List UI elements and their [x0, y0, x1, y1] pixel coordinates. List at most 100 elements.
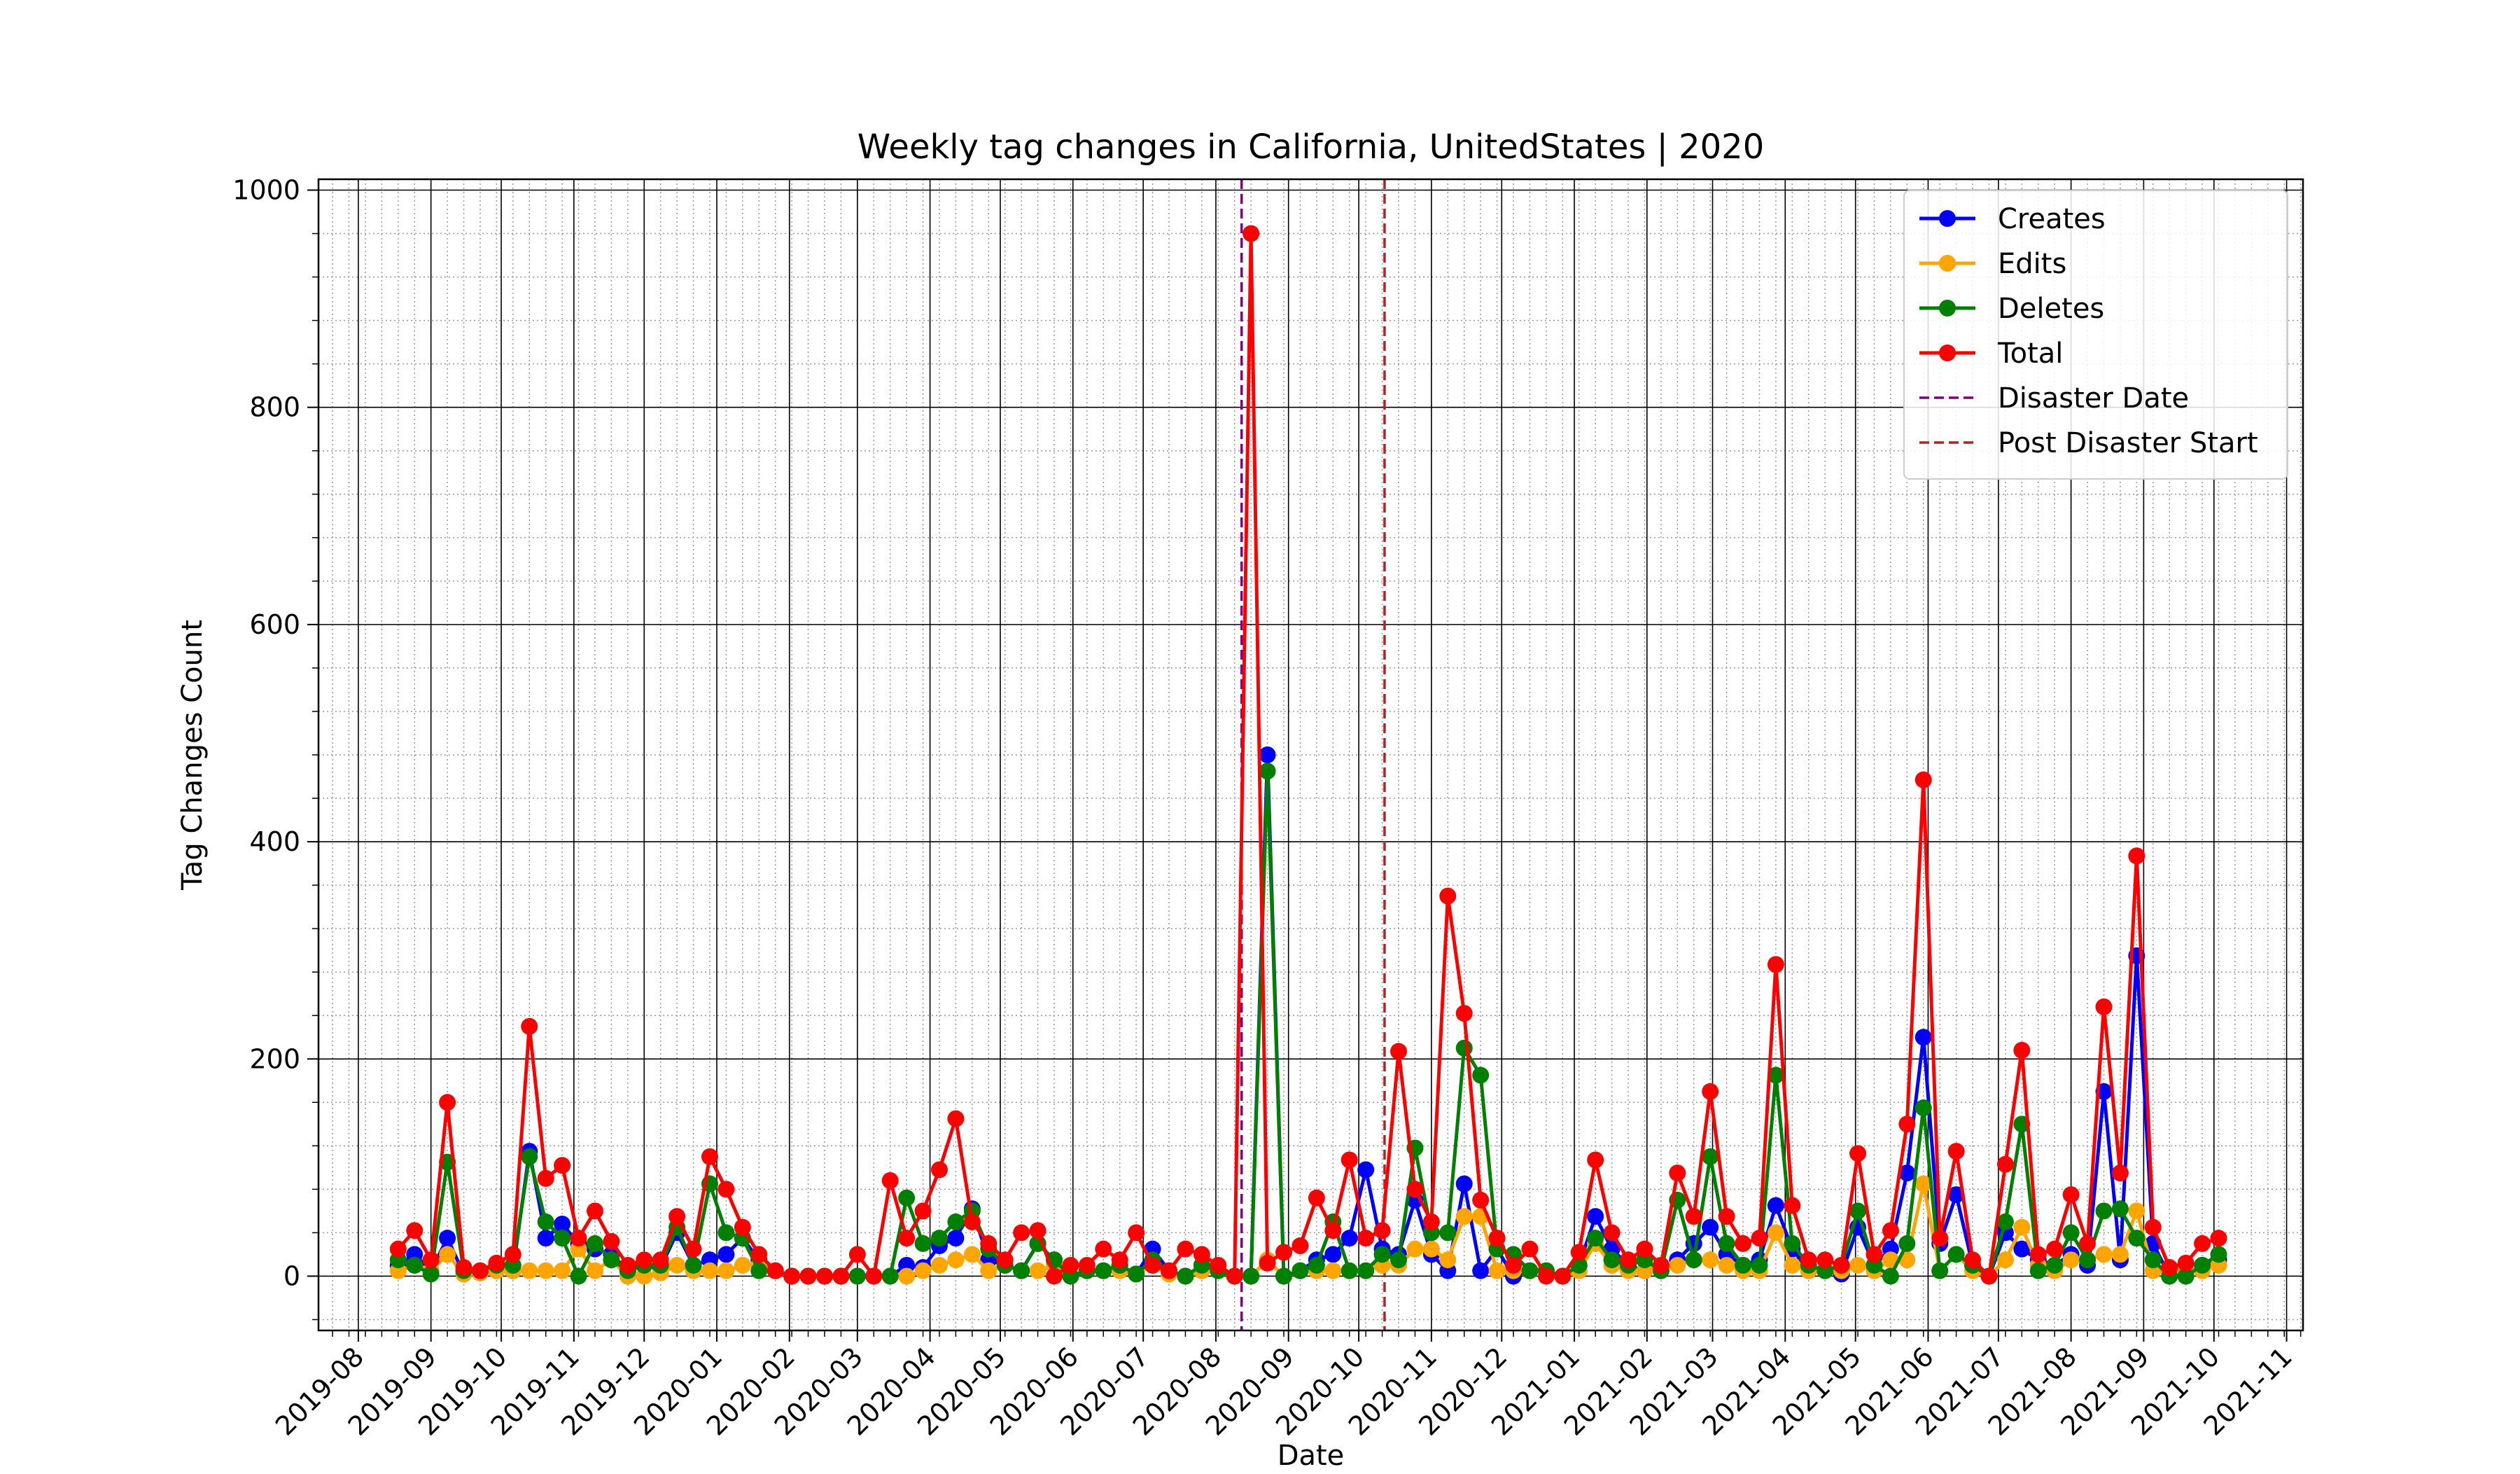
point-edits — [1455, 1208, 1473, 1225]
y-axis-label: Tag Changes Count — [176, 620, 209, 891]
point-edits — [1669, 1256, 1686, 1274]
point-total — [1357, 1230, 1375, 1247]
point-total — [2013, 1041, 2031, 1059]
point-deletes — [1751, 1256, 1768, 1274]
point-total — [1013, 1224, 1030, 1242]
point-total — [1636, 1240, 1653, 1258]
point-total — [2194, 1235, 2211, 1252]
point-deletes — [898, 1189, 916, 1207]
point-deletes — [1095, 1262, 1112, 1279]
point-total — [1784, 1197, 1801, 1214]
point-deletes — [1521, 1262, 1539, 1279]
legend-label-post-disaster-start: Post Disaster Start — [1998, 427, 2258, 459]
point-total — [881, 1171, 899, 1189]
chart-title: Weekly tag changes in California, United… — [858, 127, 1764, 167]
point-total — [2128, 847, 2146, 865]
point-total — [1390, 1043, 1408, 1060]
x-axis-label: Date — [1278, 1440, 1345, 1470]
point-total — [1996, 1155, 2014, 1173]
point-deletes — [521, 1148, 538, 1165]
point-total — [1177, 1240, 1194, 1258]
grid — [318, 179, 2303, 1330]
point-total — [1340, 1151, 1358, 1169]
legend-label-deletes: Deletes — [1998, 293, 2104, 325]
legend-label-creates: Creates — [1998, 203, 2106, 235]
point-edits — [1718, 1256, 1735, 1274]
legend-item-post-disaster-start: Post Disaster Start — [1919, 427, 2258, 459]
point-total — [930, 1161, 948, 1178]
series-line-deletes — [398, 769, 2220, 1278]
point-deletes — [554, 1230, 571, 1247]
series-group — [389, 225, 2227, 1285]
point-total — [1521, 1240, 1539, 1258]
point-total — [816, 1267, 833, 1285]
legend-marker-deletes — [1939, 300, 1956, 317]
point-total — [1439, 887, 1457, 905]
y-tick-label: 200 — [249, 1043, 300, 1074]
point-deletes — [1898, 1235, 1916, 1252]
point-total — [2046, 1240, 2064, 1258]
legend-item-disaster-date: Disaster Date — [1919, 382, 2189, 415]
point-edits — [980, 1262, 997, 1279]
point-total — [1193, 1246, 1210, 1263]
y-tick-label: 800 — [249, 392, 300, 423]
point-total — [1062, 1256, 1079, 1274]
point-total — [1095, 1240, 1112, 1258]
point-creates — [718, 1246, 735, 1263]
point-total — [1505, 1256, 1522, 1274]
point-total — [619, 1256, 636, 1274]
point-total — [1816, 1251, 1834, 1269]
point-deletes — [930, 1230, 948, 1247]
point-total — [1849, 1145, 1867, 1162]
point-total — [766, 1262, 784, 1279]
point-creates — [537, 1230, 554, 1247]
point-total — [668, 1208, 686, 1225]
legend-label-total: Total — [1997, 338, 2063, 370]
point-deletes — [914, 1235, 932, 1252]
point-total — [1882, 1222, 1899, 1239]
point-deletes — [603, 1251, 620, 1269]
point-deletes — [1340, 1262, 1358, 1279]
point-total — [1259, 1254, 1276, 1272]
point-deletes — [2046, 1256, 2064, 1274]
point-total — [2095, 998, 2113, 1015]
point-total — [1472, 1191, 1490, 1209]
point-deletes — [406, 1256, 424, 1274]
point-edits — [586, 1262, 603, 1279]
point-edits — [1702, 1251, 1719, 1269]
point-total — [1865, 1246, 1883, 1263]
point-total — [1045, 1267, 1063, 1285]
point-deletes — [881, 1267, 899, 1285]
point-total — [2111, 1164, 2129, 1182]
point-total — [1242, 225, 1260, 242]
point-deletes — [1013, 1262, 1030, 1279]
point-deletes — [1996, 1213, 2014, 1230]
point-edits — [554, 1262, 571, 1279]
point-deletes — [848, 1267, 866, 1285]
point-edits — [930, 1256, 948, 1274]
point-deletes — [2079, 1251, 2096, 1269]
point-total — [2144, 1218, 2162, 1236]
series-total — [389, 225, 2227, 1285]
point-deletes — [718, 1224, 735, 1242]
point-deletes — [1357, 1262, 1375, 1279]
point-deletes — [1849, 1202, 1867, 1220]
point-total — [1669, 1164, 1686, 1182]
point-total — [471, 1262, 489, 1279]
point-total — [1488, 1230, 1506, 1247]
point-deletes — [2210, 1246, 2227, 1263]
point-edits — [1914, 1175, 1932, 1193]
point-deletes — [1259, 763, 1276, 780]
point-total — [1947, 1143, 1965, 1160]
point-total — [439, 1094, 456, 1111]
point-total — [1702, 1083, 1719, 1100]
legend-marker-creates — [1939, 210, 1956, 227]
point-creates — [1914, 1029, 1932, 1046]
point-total — [1128, 1224, 1145, 1242]
point-deletes — [1931, 1262, 1949, 1279]
point-total — [734, 1218, 751, 1236]
point-total — [718, 1181, 735, 1198]
point-total — [1800, 1251, 1817, 1269]
point-total — [996, 1251, 1014, 1269]
point-total — [1226, 1267, 1243, 1285]
